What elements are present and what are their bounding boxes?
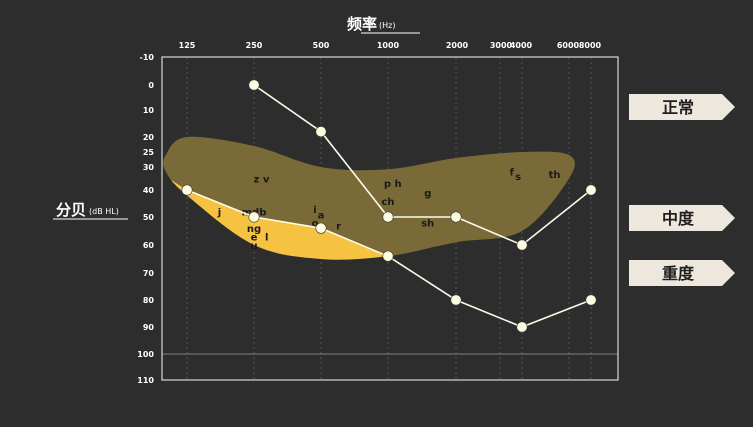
data-point-marker [516, 239, 528, 251]
phoneme-label: g [424, 189, 431, 200]
y-tick-label: 110 [137, 376, 154, 385]
phoneme-label: p h [384, 179, 402, 190]
data-point-marker [450, 294, 462, 306]
x-axis-unit: (Hz) [379, 21, 395, 30]
x-tick-label: 6000 [557, 41, 580, 50]
y-tick-label: 40 [143, 186, 155, 195]
x-tick-label: 8000 [579, 41, 602, 50]
severity-tag-shape [629, 260, 735, 286]
severity-tag-label: 正常 [662, 98, 694, 117]
x-axis-title: 频率 (Hz) [347, 15, 420, 34]
severity-tag-label: 重度 [662, 264, 695, 283]
y-tick-label: 90 [143, 323, 155, 332]
phoneme-label: sh [421, 219, 434, 230]
y-tick-label: 70 [143, 269, 155, 278]
severity-tag-shape [629, 205, 735, 231]
phoneme-label: e [251, 233, 258, 244]
series-line [253, 84, 592, 246]
x-axis-label: 频率 [347, 15, 377, 33]
severity-tag-shape [629, 94, 735, 120]
severity-tag-label: 中度 [662, 209, 695, 228]
data-point-marker [248, 79, 260, 91]
speech-banana [163, 136, 575, 260]
x-tick-label: 3000 [490, 41, 513, 50]
data-point-marker [315, 126, 327, 138]
phoneme-label: ch [381, 197, 394, 208]
phoneme-label: u [250, 241, 257, 252]
x-tick-label: 1000 [377, 41, 400, 50]
phoneme-label: ng [247, 224, 261, 235]
data-point-marker [248, 211, 260, 223]
y-tick-label: -10 [140, 53, 155, 62]
phoneme-label: r [336, 221, 341, 232]
x-tick-label: 500 [313, 41, 330, 50]
y-tick-label: 60 [143, 241, 155, 250]
phoneme-label: i [313, 205, 316, 216]
phoneme-label: s [515, 172, 521, 183]
phoneme-label: th [549, 170, 561, 181]
y-tick-label: 10 [143, 106, 155, 115]
data-point-marker [315, 222, 327, 234]
data-point-marker [585, 184, 597, 196]
phoneme-label: o [312, 219, 319, 230]
y-tick-label: 50 [143, 213, 155, 222]
severity-tag: 正常 [629, 94, 735, 120]
y-tick-label: 20 [143, 133, 155, 142]
plot-frame [161, 56, 619, 381]
x-tick-label: 125 [179, 41, 196, 50]
y-axis-label: 分贝 [56, 201, 86, 219]
data-point-marker [382, 250, 394, 262]
y-tick-label: 30 [143, 163, 155, 172]
y-axis-title: 分贝 (dB HL) [53, 201, 128, 220]
data-point-marker [516, 321, 528, 333]
x-tick-label: 4000 [510, 41, 533, 50]
severity-tag: 重度 [629, 260, 735, 286]
x-tick-label: 250 [246, 41, 263, 50]
phoneme-label: z v [254, 175, 270, 186]
phoneme-label: f [510, 168, 515, 179]
x-tick-label: 2000 [446, 41, 469, 50]
phoneme-label: a [318, 210, 325, 221]
phoneme-label: l [265, 233, 268, 244]
data-point-marker [585, 294, 597, 306]
data-point-marker [450, 211, 462, 223]
y-tick-label: 100 [137, 350, 154, 359]
y-tick-label: 0 [148, 81, 154, 90]
data-point-marker [382, 211, 394, 223]
y-axis-ticks: -10 0 10 20 25 30 40 50 60 70 80 90 100 110 [137, 53, 154, 385]
y-tick-label: 80 [143, 296, 155, 305]
series [181, 79, 597, 333]
y-axis-unit: (dB HL) [89, 207, 119, 216]
y-tick-label: 25 [143, 148, 155, 157]
phoneme-label: j [217, 208, 221, 219]
severity-tag: 中度 [629, 205, 735, 231]
data-point-marker [181, 184, 193, 196]
